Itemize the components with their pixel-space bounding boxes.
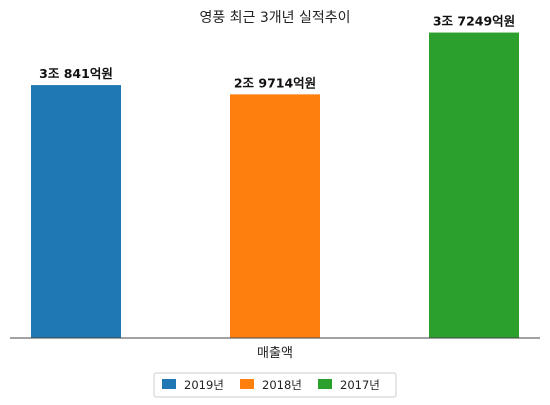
data-labels-layer: 3조 841억원 2조 9714억원 3조 7249억원	[39, 14, 515, 91]
legend-label-3: 2017년	[340, 378, 380, 392]
bar-2	[230, 94, 320, 338]
legend-label-1: 2019년	[184, 378, 224, 392]
legend-label-2: 2018년	[262, 378, 302, 392]
bars-layer	[31, 32, 519, 339]
data-label-2: 2조 9714억원	[234, 75, 316, 90]
legend: 2019년 2018년 2017년	[153, 372, 397, 398]
chart-title: 영풍 최근 3개년 실적추이	[199, 10, 350, 26]
bar-3	[429, 32, 519, 339]
legend-swatch-2	[240, 379, 254, 389]
bar-1	[31, 85, 121, 339]
legend-swatch-1	[162, 379, 176, 389]
x-axis-label: 매출액	[257, 346, 293, 361]
legend-items: 2019년 2018년 2017년	[162, 378, 380, 392]
data-label-1: 3조 841억원	[39, 66, 113, 81]
legend-frame	[153, 372, 397, 398]
data-label-3: 3조 7249억원	[433, 14, 515, 29]
legend-swatch-3	[318, 379, 332, 389]
